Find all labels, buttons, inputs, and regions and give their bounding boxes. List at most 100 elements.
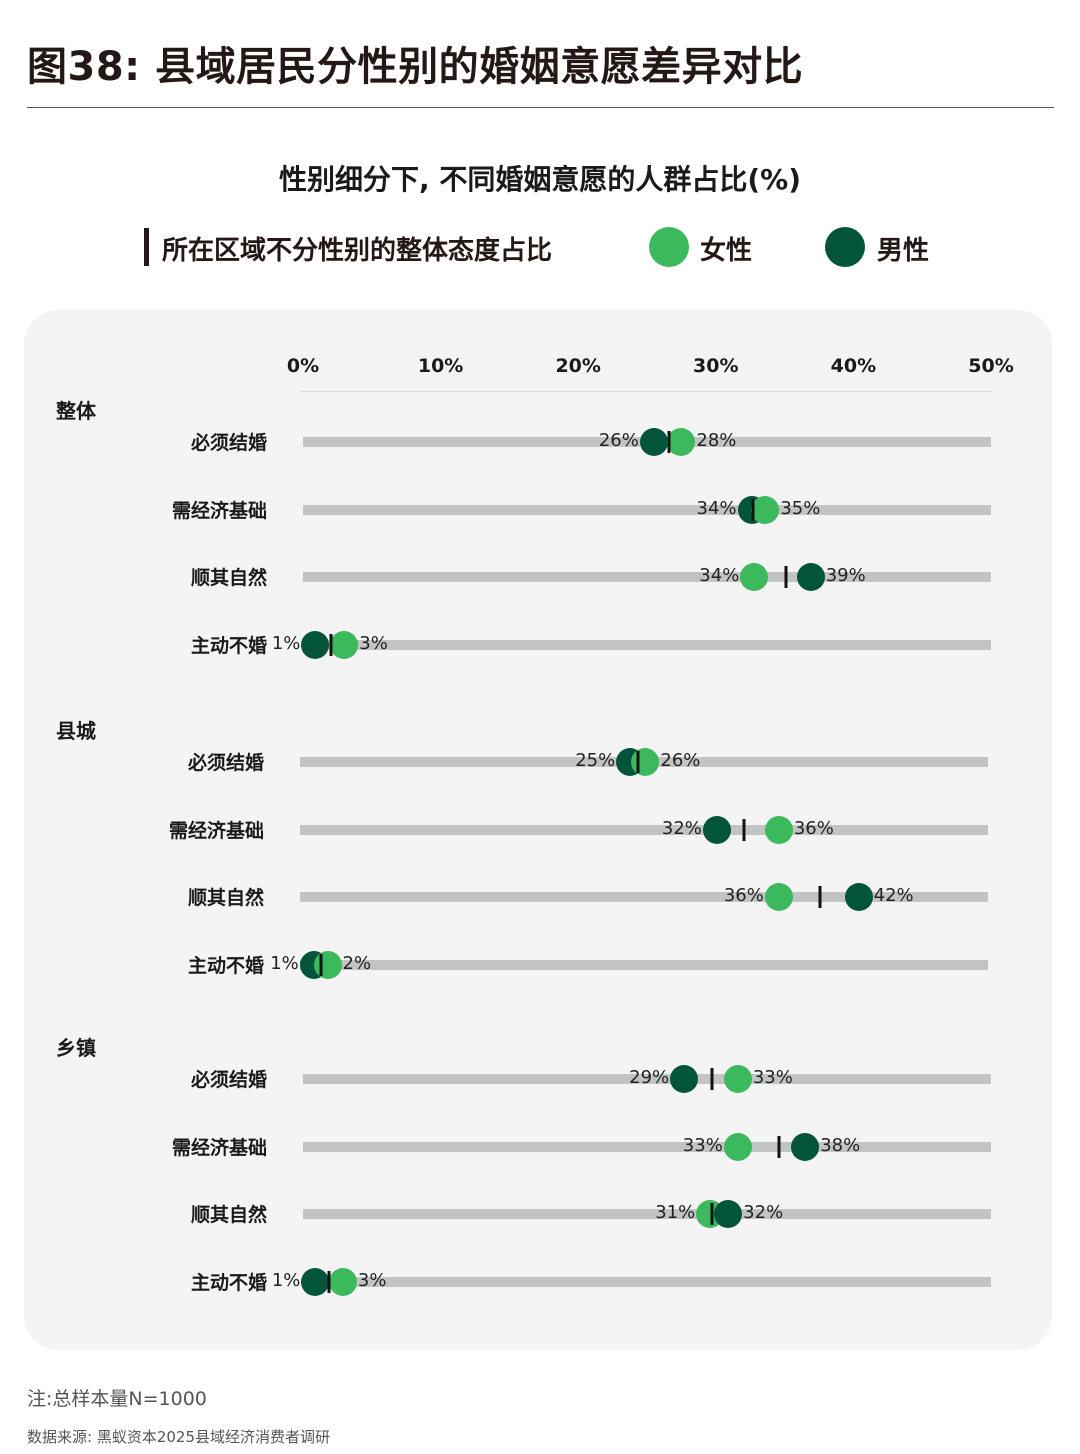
chart-row: 必须结婚 26% 28% [0,422,1080,462]
male-dot [301,1268,330,1296]
female-dot [313,951,342,979]
category-label: 需经济基础 [171,500,267,522]
group-label: 整体 [56,399,96,423]
female-dot [723,1133,752,1161]
female-value-label: 34% [699,565,740,586]
female-dot [631,748,660,776]
chart-title: 性别细分下, 不同婚姻意愿的人群占比(%) [278,163,802,196]
chart-row: 顺其自然 34% 39% [0,557,1080,597]
overall-marker-legend-icon [144,228,149,266]
male-value-label: 32% [743,1202,784,1223]
category-label: 主动不婚 [190,635,267,657]
legend: 所在区域不分性别的整体态度占比 女性 男性 [0,226,1080,268]
category-label: 顺其自然 [190,1204,267,1226]
overall-marker [636,751,640,773]
category-label: 必须结婚 [190,432,267,454]
chart-row: 主动不婚 1% 3% [0,1262,1080,1302]
figure-title: 图38: 县域居民分性别的婚姻意愿差异对比 [27,44,804,90]
male-dot [670,1065,699,1093]
sample-note: 注:总样本量N=1000 [27,1388,207,1410]
overall-marker [784,566,788,588]
male-value-label: 25% [575,750,616,771]
legend-male-label: 男性 [877,236,930,266]
x-tick-label: 30% [693,355,739,377]
male-dot-legend-icon [825,227,865,267]
female-dot-legend-icon [649,227,689,267]
female-dot [764,883,793,911]
x-tick-label: 50% [968,355,1014,377]
chart-row: 顺其自然 31% 32% [0,1194,1080,1234]
overall-marker [329,634,333,656]
female-dot [328,1268,357,1296]
female-dot [723,1065,752,1093]
male-dot [844,883,873,911]
overall-marker [667,431,671,453]
female-value-label: 36% [793,818,834,839]
overall-marker [710,1068,714,1090]
female-dot [330,631,359,659]
female-value-label: 26% [660,750,701,771]
male-value-label: 1% [270,953,299,974]
chart-row: 需经济基础 32% 36% [0,810,1080,850]
chart-row: 需经济基础 34% 35% [0,490,1080,530]
overall-marker [751,499,755,521]
male-value-label: 34% [696,498,737,519]
category-label: 顺其自然 [190,567,267,589]
x-axis-line [300,391,992,392]
male-dot [796,563,825,591]
female-value-label: 35% [780,498,821,519]
male-dot [714,1200,743,1228]
male-value-label: 29% [629,1067,670,1088]
category-label: 主动不婚 [187,955,264,977]
male-value-label: 32% [661,818,702,839]
track-bar [300,960,988,970]
title-divider [27,107,1054,108]
female-dot [751,496,780,524]
chart-row: 必须结婚 25% 26% [0,742,1080,782]
overall-marker [818,886,822,908]
female-dot [740,563,769,591]
category-label: 顺其自然 [187,887,264,909]
track-bar [303,1277,991,1287]
track-bar [303,640,991,650]
chart-row: 主动不婚 1% 3% [0,625,1080,665]
male-dot [791,1133,820,1161]
male-value-label: 39% [825,565,866,586]
female-dot [667,428,696,456]
female-value-label: 3% [357,1270,387,1291]
x-tick-label: 10% [417,355,464,377]
male-value-label: 1% [271,633,301,654]
group-label: 县城 [56,719,96,743]
category-label: 需经济基础 [171,1137,267,1159]
female-value-label: 31% [655,1202,696,1223]
x-tick-label: 20% [555,355,601,377]
track-bar [303,1142,991,1152]
track-bar [303,1209,991,1219]
male-value-label: 1% [271,1270,301,1291]
overall-marker [742,819,746,841]
female-value-label: 33% [682,1135,723,1156]
category-label: 必须结婚 [187,752,264,774]
data-source: 数据来源: 黑蚁资本2025县域经济消费者调研 [27,1428,330,1446]
female-value-label: 28% [696,430,737,451]
overall-marker [710,1203,714,1225]
female-value-label: 2% [342,953,372,974]
track-bar [300,825,988,835]
overall-marker [319,954,323,976]
track-bar [300,892,988,902]
category-label: 主动不婚 [190,1272,267,1294]
legend-overall-label: 所在区域不分性别的整体态度占比 [162,236,553,266]
male-dot [639,428,668,456]
male-dot [702,816,731,844]
male-value-label: 38% [820,1135,861,1156]
category-label: 需经济基础 [168,820,264,842]
group-label: 乡镇 [56,1036,96,1060]
male-value-label: 42% [873,885,914,906]
x-tick-label: 40% [830,355,877,377]
x-tick-label: 0% [286,355,320,377]
chart-row: 主动不婚 1% 2% [0,945,1080,985]
male-value-label: 26% [598,430,639,451]
chart-row: 需经济基础 33% 38% [0,1127,1080,1167]
track-bar [303,505,991,515]
male-dot [301,631,330,659]
